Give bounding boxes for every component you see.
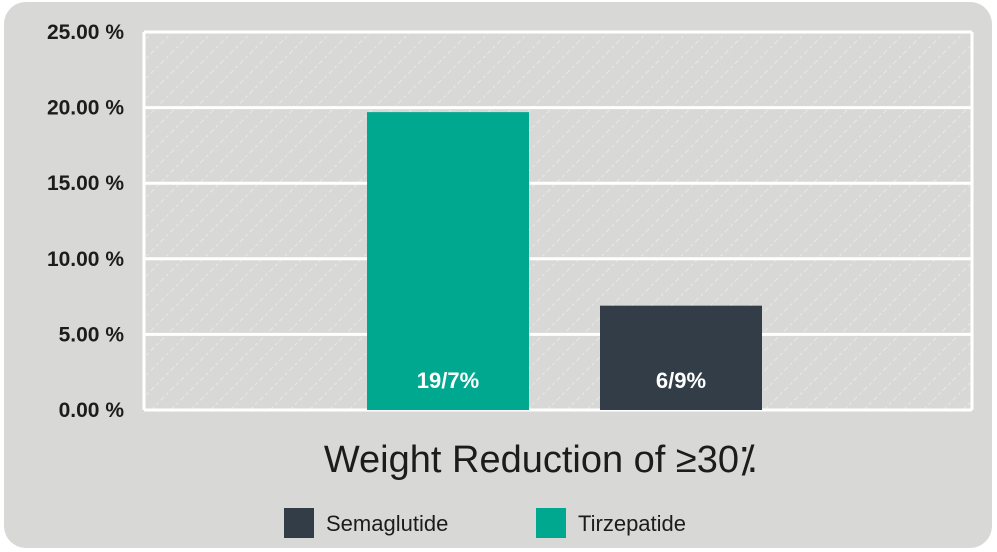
legend-item-tirzepatide: Tirzepatide [536,508,686,538]
y-tick-label: 10.00 % [47,248,124,271]
y-tick-label: 25.00 % [47,21,124,44]
y-axis: 0.00 % 5.00 % 10.00 % 15.00 % 20.00 % 25.00 % [47,21,124,422]
data-label: 6/9% [656,368,706,393]
bars: 19/7% 6/9% [367,112,762,411]
bar-tirzepatide [367,112,529,411]
legend-swatch [536,508,566,538]
y-tick-label: 20.00 % [47,97,124,120]
x-axis-label: Weight Reduction of ≥30⁒ [324,439,756,481]
legend-label: Tirzepatide [578,511,686,536]
y-tick-label: 0.00 % [59,399,125,422]
bar-chart: 0.00 % 5.00 % 10.00 % 15.00 % 20.00 % 25.00 %… [47,21,974,538]
plot-area [144,32,972,410]
legend: Semaglutide Tirzepatide [284,508,686,538]
legend-item-semaglutide: Semaglutide [284,508,448,538]
grid-lines [142,30,974,412]
bar-semaglutide [600,305,762,410]
data-label: 19/7% [417,368,479,393]
legend-label: Semaglutide [326,511,448,536]
y-tick-label: 15.00 % [47,172,124,195]
chart-card: 0.00 % 5.00 % 10.00 % 15.00 % 20.00 % 25.00 %… [4,2,992,548]
legend-swatch [284,508,314,538]
y-tick-label: 5.00 % [59,323,125,346]
